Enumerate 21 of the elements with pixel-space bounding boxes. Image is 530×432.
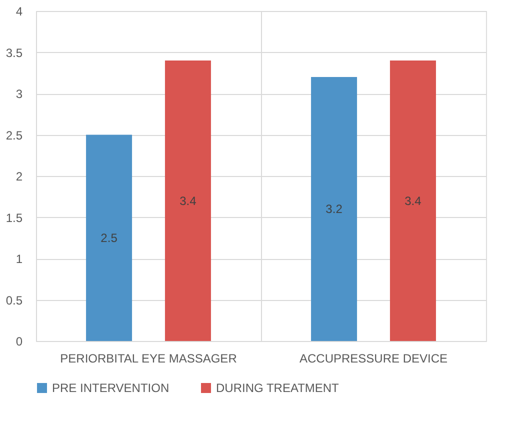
data-label: 3.4 (180, 194, 197, 208)
y-tick-label: 1.5 (6, 210, 23, 225)
legend-label: PRE INTERVENTION (52, 381, 170, 395)
y-tick-label: 0.5 (6, 293, 23, 308)
data-label: 3.2 (326, 202, 343, 216)
y-tick-label: 3 (16, 87, 23, 101)
legend-label: DURING TREATMENT (216, 381, 340, 395)
bar (390, 60, 436, 341)
y-tick-label: 2.5 (6, 128, 23, 142)
y-tick-label: 2 (16, 170, 23, 184)
data-label: 3.4 (404, 194, 422, 208)
x-tick-label: ACCUPRESSURE DEVICE (299, 352, 448, 366)
x-tick-label: PERIORBITAL EYE MASSAGER (60, 352, 238, 366)
bar (311, 77, 358, 341)
y-tick-label: 4 (16, 4, 23, 18)
y-tick-label: 3.5 (6, 46, 23, 60)
data-label: 2.5 (100, 230, 118, 245)
bar (164, 60, 211, 341)
bar (86, 134, 132, 341)
y-tick-label: 1 (16, 252, 23, 266)
y-tick-label: 0 (16, 334, 23, 348)
